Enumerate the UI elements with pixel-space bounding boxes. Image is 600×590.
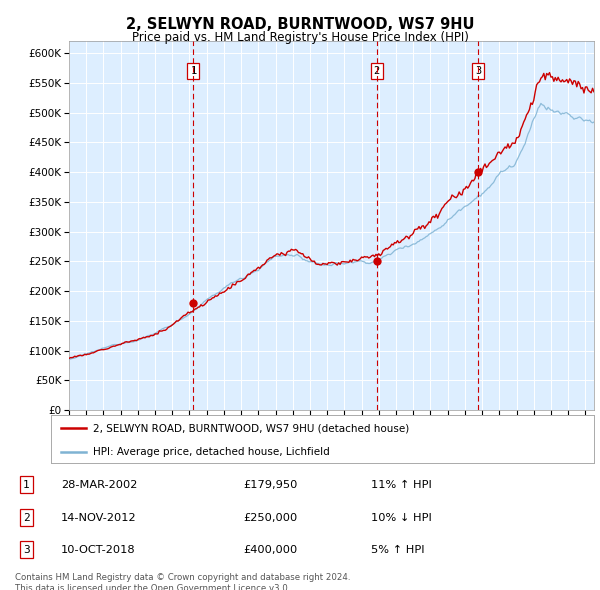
Text: 3: 3 <box>23 545 30 555</box>
Text: 2, SELWYN ROAD, BURNTWOOD, WS7 9HU (detached house): 2, SELWYN ROAD, BURNTWOOD, WS7 9HU (deta… <box>94 423 410 433</box>
Text: £179,950: £179,950 <box>244 480 298 490</box>
Text: 1: 1 <box>190 66 197 76</box>
Text: Contains HM Land Registry data © Crown copyright and database right 2024.
This d: Contains HM Land Registry data © Crown c… <box>15 573 350 590</box>
Text: 2: 2 <box>23 513 30 523</box>
Text: 2, SELWYN ROAD, BURNTWOOD, WS7 9HU: 2, SELWYN ROAD, BURNTWOOD, WS7 9HU <box>126 17 474 31</box>
Text: 2: 2 <box>373 66 380 76</box>
Text: 28-MAR-2002: 28-MAR-2002 <box>61 480 137 490</box>
Text: £400,000: £400,000 <box>244 545 298 555</box>
Text: HPI: Average price, detached house, Lichfield: HPI: Average price, detached house, Lich… <box>94 447 330 457</box>
Text: 10% ↓ HPI: 10% ↓ HPI <box>371 513 432 523</box>
Text: Price paid vs. HM Land Registry's House Price Index (HPI): Price paid vs. HM Land Registry's House … <box>131 31 469 44</box>
Text: 5% ↑ HPI: 5% ↑ HPI <box>371 545 425 555</box>
Text: 14-NOV-2012: 14-NOV-2012 <box>61 513 137 523</box>
Text: 11% ↑ HPI: 11% ↑ HPI <box>371 480 432 490</box>
Text: 10-OCT-2018: 10-OCT-2018 <box>61 545 136 555</box>
Text: 1: 1 <box>23 480 30 490</box>
Text: £250,000: £250,000 <box>244 513 298 523</box>
Text: 3: 3 <box>475 66 481 76</box>
